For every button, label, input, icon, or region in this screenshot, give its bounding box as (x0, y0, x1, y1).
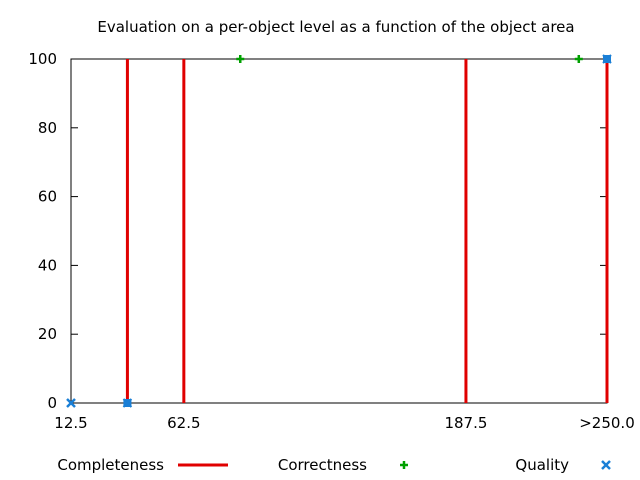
correctness-point (236, 55, 245, 63)
legend-label: Completeness (57, 456, 164, 474)
y-tick-label: 80 (38, 119, 57, 137)
x-tick-label: 62.5 (167, 414, 200, 432)
y-tick-label: 40 (38, 256, 57, 274)
x-tick-label: 12.5 (54, 414, 87, 432)
quality-point (602, 54, 612, 64)
legend-label: Correctness (278, 456, 367, 474)
x-tick-label: >250.0 (579, 414, 635, 432)
quality-point (122, 398, 133, 408)
y-axis: 0 20 40 60 80 100 (28, 50, 607, 412)
x-tick-label: 187.5 (444, 414, 487, 432)
y-tick-label: 0 (47, 394, 57, 412)
quality-point (66, 398, 76, 408)
legend-swatch (400, 461, 408, 469)
y-tick-label: 60 (38, 188, 57, 206)
y-tick-label: 100 (28, 50, 57, 68)
plot-area (66, 54, 612, 408)
plot-frame (70, 58, 608, 404)
legend: Completeness Correctness Quality (57, 456, 611, 474)
x-axis: 12.5 62.5 187.5 >250.0 (54, 59, 635, 432)
legend-swatch (601, 460, 611, 470)
chart-title: Evaluation on a per-object level as a fu… (97, 18, 574, 36)
legend-label: Quality (515, 456, 569, 474)
correctness-point (574, 55, 583, 63)
y-tick-label: 20 (38, 325, 57, 343)
